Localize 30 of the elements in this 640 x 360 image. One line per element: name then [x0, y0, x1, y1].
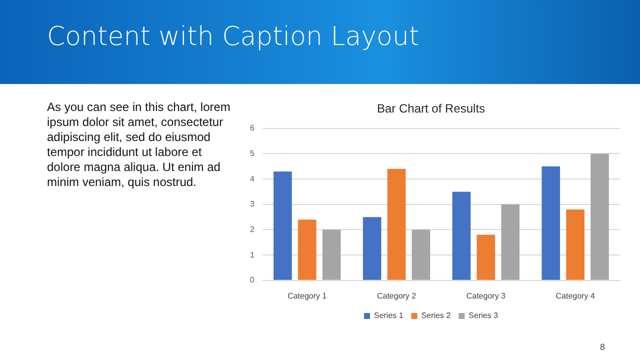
text: As you can see in this chart, lorem ipsum dolor sit amet, consectetur adipiscing elit, sed do eiusmod tempor incididunt ut labore et dolore magna aliqua. Ut enim ad minim veniam, quis nostrud. — [47, 100, 232, 190]
bar — [412, 230, 430, 280]
bar — [322, 230, 341, 280]
legend-label: Series 3 — [468, 311, 499, 320]
x-tick-label: Category 4 — [556, 291, 596, 300]
y-tick-label: 5 — [250, 148, 255, 158]
y-tick-label: 6 — [250, 124, 255, 133]
y-tick-label: 4 — [250, 174, 255, 184]
y-tick-label: 0 — [250, 276, 255, 285]
bar — [590, 154, 609, 280]
bar — [566, 209, 584, 280]
bar — [362, 217, 382, 280]
bar — [501, 204, 520, 280]
y-tick-label: 2 — [250, 224, 255, 234]
x-tick-label: Category 2 — [376, 291, 417, 300]
bar — [387, 168, 406, 280]
bar — [298, 220, 316, 280]
bar — [274, 171, 292, 280]
bar — [542, 166, 560, 280]
text: 8 — [600, 342, 606, 352]
legend-label: Series 1 — [374, 311, 404, 320]
y-tick-label: 3 — [250, 200, 255, 209]
legend-label: Series 2 — [421, 311, 452, 320]
chart-title: Bar Chart of Results — [376, 102, 486, 116]
x-tick-label: Category 3 — [466, 291, 506, 300]
bar — [452, 192, 471, 280]
text: Content with Caption Layout — [47, 22, 420, 52]
y-tick-label: 1 — [250, 250, 255, 260]
bar — [476, 234, 496, 280]
x-tick-label: Category 1 — [288, 291, 328, 300]
